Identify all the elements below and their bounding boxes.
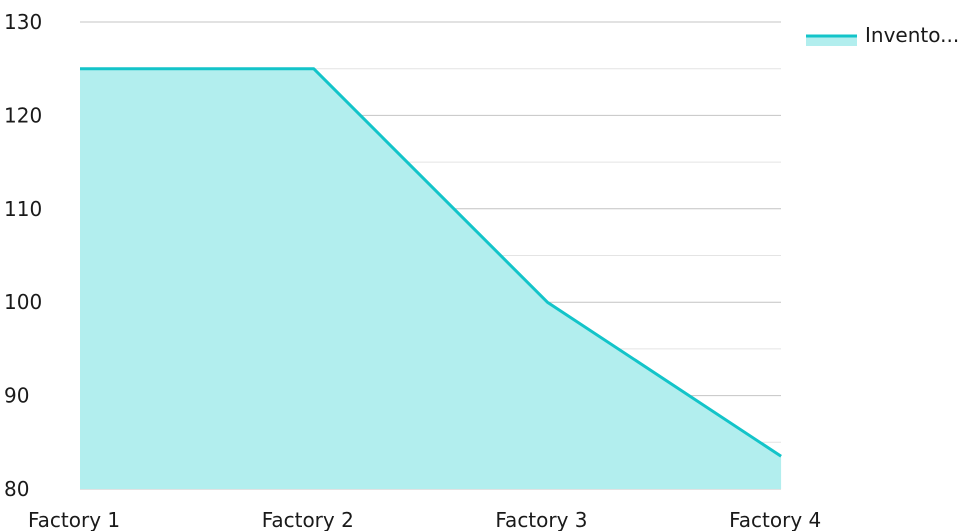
legend-label: Invento... xyxy=(865,23,959,47)
y-tick-label: 80 xyxy=(4,477,29,501)
x-tick-label: Factory 1 xyxy=(28,508,120,531)
y-tick-label: 120 xyxy=(4,103,42,127)
legend: Invento... xyxy=(806,23,959,47)
y-tick-label: 130 xyxy=(4,10,42,34)
series-area xyxy=(80,67,782,489)
y-tick-label: 100 xyxy=(4,290,42,314)
y-axis-ticks: 80 90 100 110 120 130 xyxy=(4,10,42,501)
series-line xyxy=(80,67,782,458)
x-axis-ticks: Factory 1 Factory 2 Factory 3 Factory 4 xyxy=(28,508,821,531)
series-area-fill xyxy=(80,68,782,489)
x-tick-label: Factory 2 xyxy=(262,508,354,531)
x-tick-label: Factory 4 xyxy=(729,508,821,531)
x-tick-label: Factory 3 xyxy=(495,508,587,531)
y-tick-label: 90 xyxy=(4,384,29,408)
y-tick-label: 110 xyxy=(4,197,42,221)
legend-swatch xyxy=(806,36,857,46)
